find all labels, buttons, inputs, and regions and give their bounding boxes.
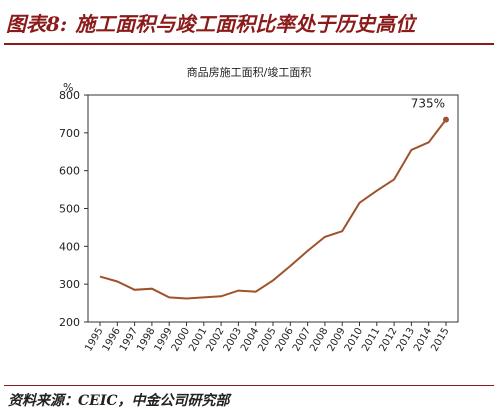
y-tick-label: 700 [59, 127, 80, 140]
figure-label: 图表8: [6, 11, 68, 36]
y-tick-label: 500 [59, 203, 80, 216]
x-tick-label: 2015 [429, 326, 451, 354]
y-tick-label: 600 [59, 165, 80, 178]
annotation-point [443, 116, 449, 123]
series-line [99, 118, 447, 300]
y-axis-unit: % [63, 81, 73, 94]
footer-rule [4, 385, 494, 386]
figure-title: 施工面积与竣工面积比率处于历史高位 [75, 11, 416, 36]
y-tick-label: 800 [59, 89, 80, 102]
plot-frame [87, 94, 459, 323]
y-tick-label: 200 [59, 316, 80, 329]
figure-header: 图表8: 施工面积与竣工面积比率处于历史高位 [6, 4, 494, 40]
header-rule [4, 43, 494, 45]
y-tick-label: 300 [59, 278, 80, 291]
chart-title: 商品房施工面积/竣工面积 [186, 66, 312, 79]
y-tick-label: 400 [59, 240, 80, 253]
annotation-label: 735% [411, 97, 445, 111]
source-note: 资料来源：CEIC，中金公司研究部 [8, 393, 230, 409]
